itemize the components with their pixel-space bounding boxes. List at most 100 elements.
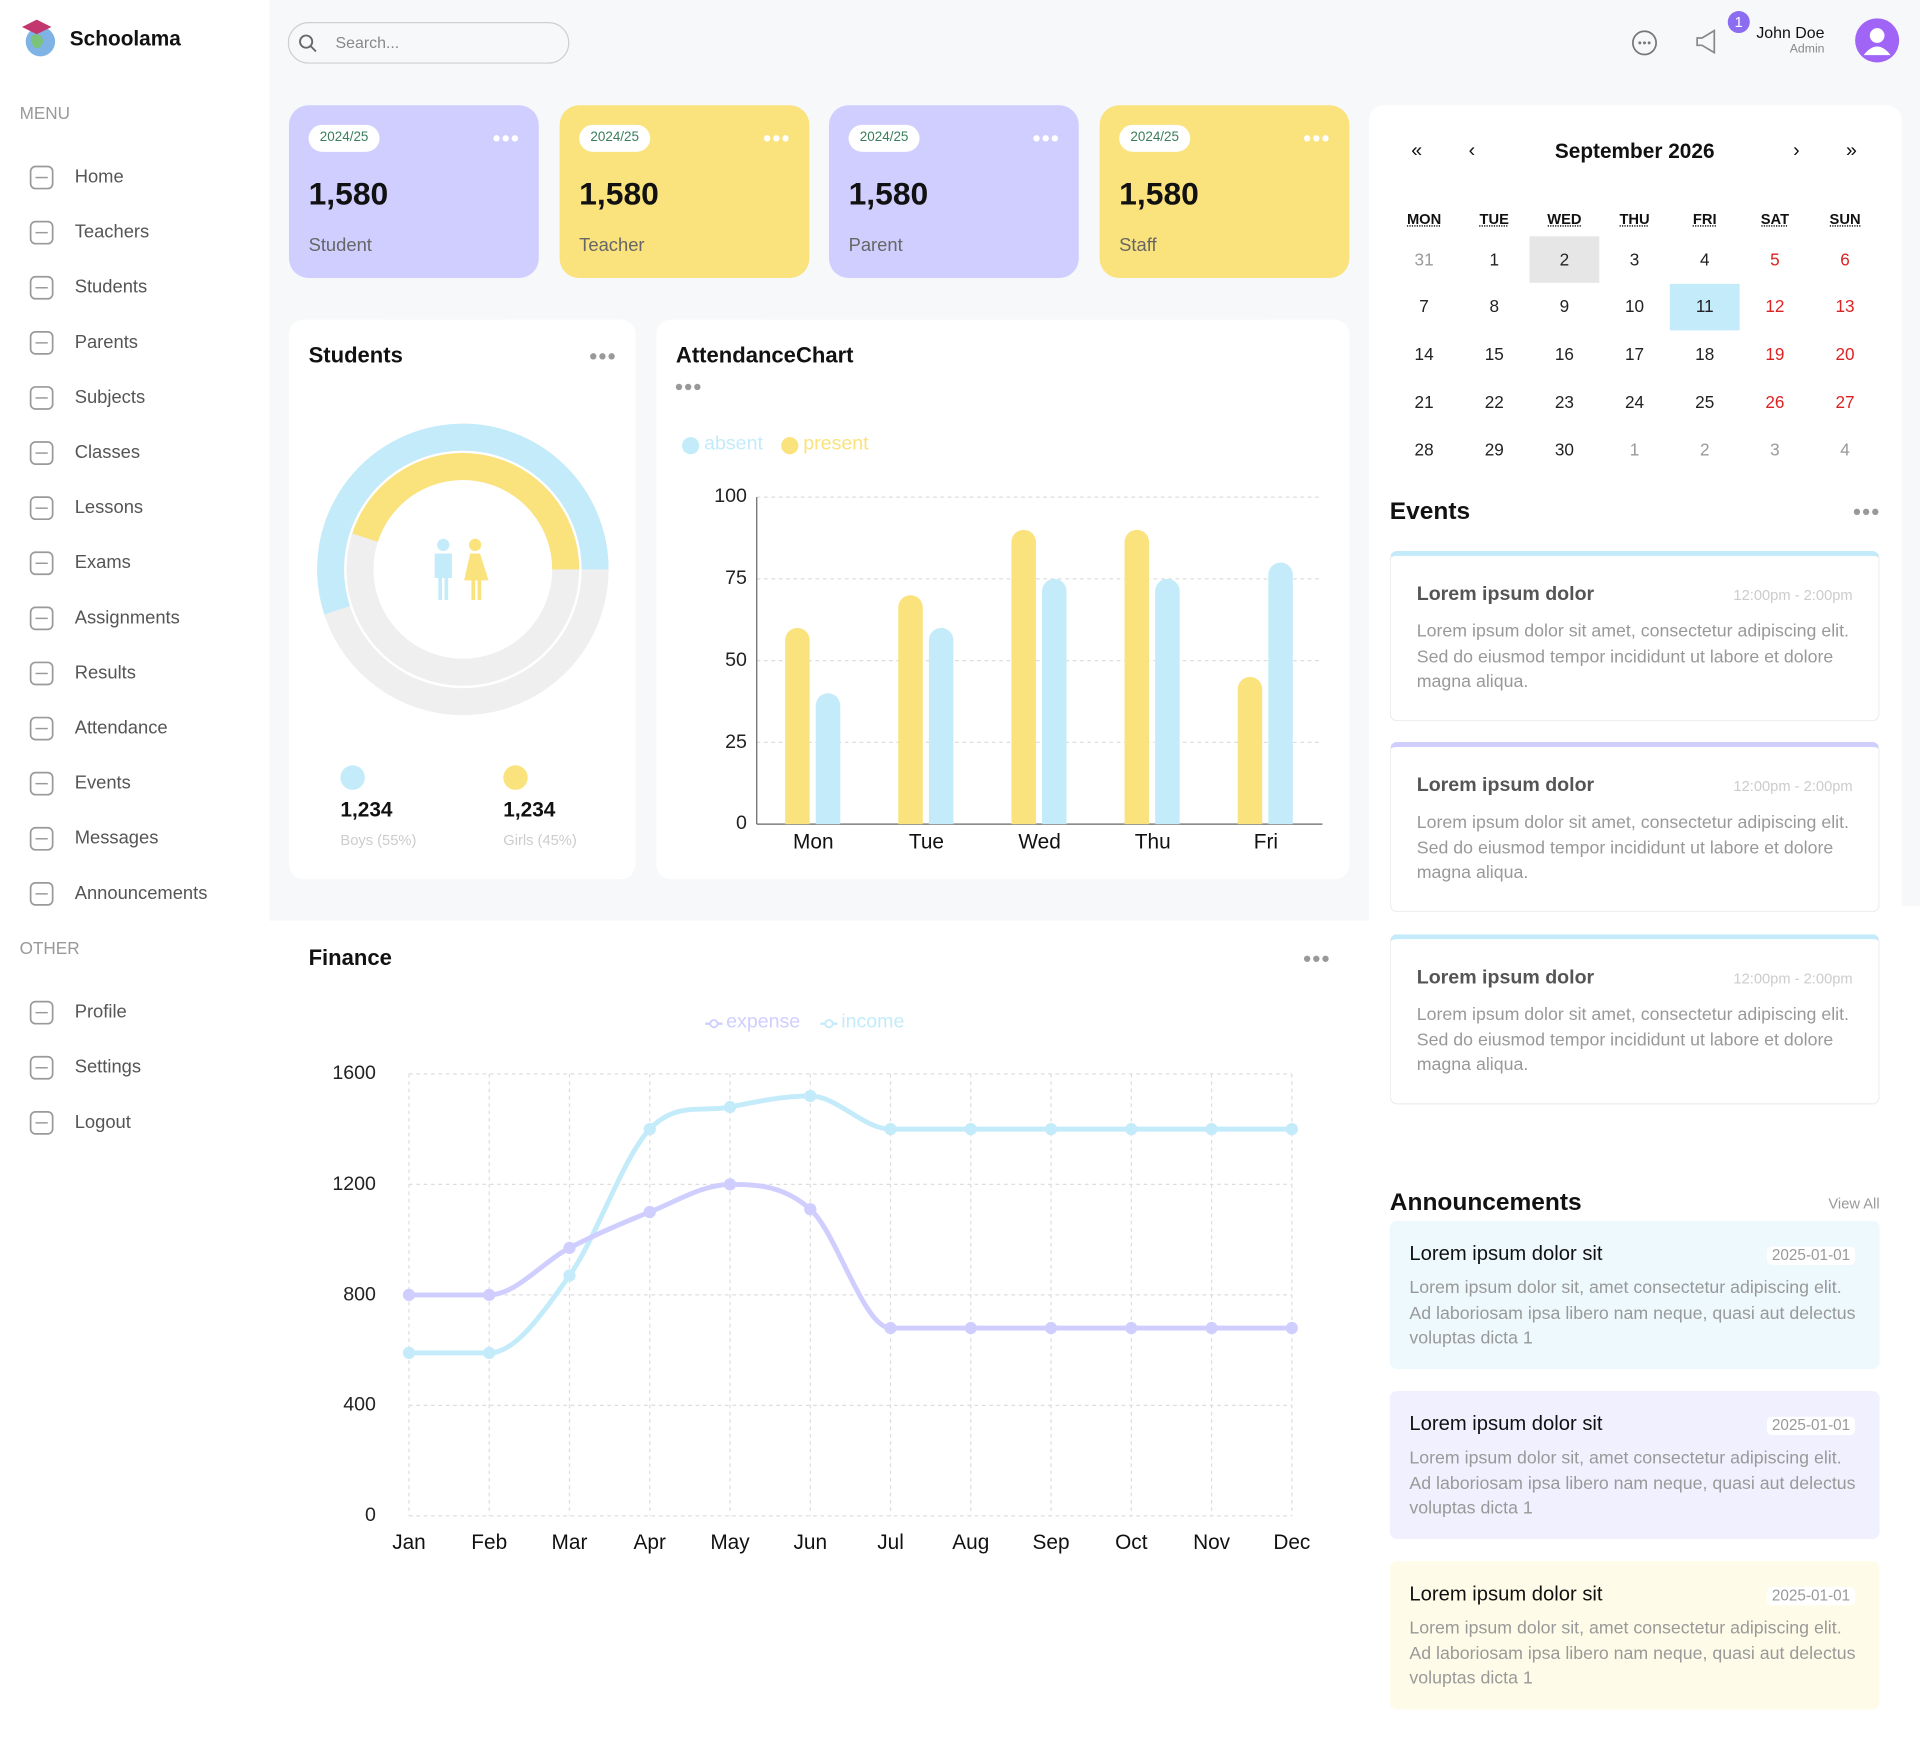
menu-item[interactable]: Logout bbox=[74, 1111, 131, 1133]
x-tick-label: Jul bbox=[877, 1530, 904, 1554]
y-tick-label: 75 bbox=[725, 568, 747, 590]
calendar-day[interactable]: 3 bbox=[1629, 249, 1640, 269]
chart-title: Students bbox=[308, 343, 403, 368]
calendar-day[interactable]: 25 bbox=[1695, 391, 1715, 412]
menu-item[interactable]: Subjects bbox=[74, 386, 146, 408]
menu-icon bbox=[29, 496, 54, 521]
card-year: 2024/25 bbox=[859, 130, 909, 145]
user-name: John Doe bbox=[1756, 23, 1825, 42]
menu-icon bbox=[29, 661, 54, 686]
calendar-nav[interactable]: › bbox=[1793, 141, 1800, 163]
calendar-day[interactable]: 24 bbox=[1625, 391, 1645, 412]
announcement-description: Lorem ipsum dolor sit, amet consectetur … bbox=[1409, 1278, 1856, 1349]
announcement-date: 2025-01-01 bbox=[1766, 1586, 1856, 1605]
calendar-day[interactable]: 4 bbox=[1699, 249, 1710, 269]
menu-item[interactable]: Attendance bbox=[74, 717, 168, 739]
calendar-day[interactable]: 1 bbox=[1629, 439, 1640, 459]
menu-item[interactable]: Parents bbox=[74, 331, 139, 353]
calendar-day[interactable]: 2 bbox=[1699, 439, 1710, 459]
calendar-day[interactable]: 2 bbox=[1559, 249, 1570, 269]
calendar-day[interactable]: 20 bbox=[1835, 344, 1855, 364]
menu-item[interactable]: Assignments bbox=[74, 607, 180, 629]
x-tick-label: Jan bbox=[392, 1530, 426, 1554]
calendar-day[interactable]: 8 bbox=[1489, 296, 1500, 317]
x-tick-label: Fri bbox=[1253, 829, 1279, 854]
calendar-day[interactable]: 13 bbox=[1835, 296, 1855, 317]
card-count: 1,580 bbox=[579, 175, 659, 213]
menu-item[interactable]: Lessons bbox=[74, 497, 144, 518]
calendar-day[interactable]: 7 bbox=[1419, 296, 1429, 317]
menu-item[interactable]: Exams bbox=[74, 552, 131, 574]
menu-icon bbox=[29, 771, 54, 796]
calendar-day[interactable]: 15 bbox=[1484, 344, 1504, 364]
search-box[interactable] bbox=[287, 22, 570, 64]
y-tick-label: 400 bbox=[343, 1394, 376, 1416]
attendance-panel bbox=[656, 319, 1350, 880]
calendar-day[interactable]: 19 bbox=[1765, 344, 1785, 364]
calendar-day[interactable]: 14 bbox=[1414, 344, 1434, 364]
legend-total: 1,234 bbox=[340, 798, 393, 822]
students-panel bbox=[288, 319, 636, 880]
calendar-day[interactable]: 6 bbox=[1840, 249, 1850, 269]
menu-item[interactable]: Teachers bbox=[74, 221, 150, 243]
legend-label: Girls (45%) bbox=[503, 831, 577, 849]
menu-icon bbox=[29, 716, 54, 741]
calendar-nav[interactable]: ‹ bbox=[1468, 141, 1476, 163]
calendar-day[interactable]: 11 bbox=[1695, 296, 1714, 317]
event-title: Lorem ipsum dolor bbox=[1416, 775, 1595, 797]
menu-item[interactable]: Announcements bbox=[74, 882, 208, 904]
calendar-day[interactable]: 22 bbox=[1484, 391, 1504, 412]
year-pill bbox=[848, 124, 920, 152]
menu-item[interactable]: Home bbox=[74, 166, 124, 188]
calendar-day[interactable]: 30 bbox=[1554, 439, 1574, 459]
calendar-day[interactable]: 29 bbox=[1484, 439, 1504, 459]
calendar-day[interactable]: 16 bbox=[1554, 344, 1574, 364]
menu-icon bbox=[29, 275, 54, 300]
x-tick-label: Mon bbox=[793, 829, 834, 854]
event-card bbox=[1389, 742, 1880, 913]
menu-icon bbox=[29, 386, 54, 410]
logo-land bbox=[30, 34, 44, 49]
calendar-day[interactable]: 1 bbox=[1489, 249, 1500, 269]
calendar-day[interactable]: 4 bbox=[1840, 439, 1850, 459]
year-pill bbox=[1119, 124, 1191, 152]
calendar-day[interactable]: 10 bbox=[1625, 296, 1645, 317]
calendar-day[interactable]: 28 bbox=[1414, 439, 1434, 459]
menu-item[interactable]: Classes bbox=[74, 442, 141, 463]
card-year: 2024/25 bbox=[1130, 130, 1180, 145]
menu-item[interactable]: Students bbox=[74, 276, 148, 298]
announcement-card bbox=[1389, 1561, 1880, 1710]
calendar-day[interactable]: 5 bbox=[1770, 249, 1780, 269]
calendar-day[interactable]: 31 bbox=[1414, 249, 1434, 269]
menu-item[interactable]: Settings bbox=[74, 1056, 142, 1078]
calendar-panel bbox=[1368, 105, 1902, 921]
menu-item[interactable]: Results bbox=[74, 662, 136, 684]
x-tick-label: Feb bbox=[471, 1530, 508, 1554]
menu-item[interactable]: Messages bbox=[74, 827, 159, 849]
event-time: 12:00pm - 2:00pm bbox=[1733, 777, 1853, 795]
event-time: 12:00pm - 2:00pm bbox=[1733, 586, 1853, 604]
badge-count: 1 bbox=[1734, 13, 1743, 31]
calendar-day[interactable]: 26 bbox=[1765, 391, 1785, 412]
calendar-nav[interactable]: » bbox=[1845, 141, 1857, 163]
view-all[interactable]: View All bbox=[1828, 1194, 1880, 1212]
x-tick-label: Oct bbox=[1115, 1530, 1148, 1554]
calendar-day[interactable]: 18 bbox=[1695, 344, 1715, 364]
calendar-day[interactable]: 27 bbox=[1835, 391, 1855, 412]
menu-icon bbox=[29, 1055, 54, 1080]
menu-item[interactable]: Profile bbox=[74, 1001, 127, 1023]
calendar-day[interactable]: 12 bbox=[1765, 296, 1785, 317]
calendar-day[interactable]: 17 bbox=[1625, 344, 1645, 364]
search-placeholder[interactable]: Search... bbox=[335, 33, 400, 52]
calendar-day[interactable]: 9 bbox=[1559, 296, 1570, 317]
x-tick-label: May bbox=[710, 1530, 750, 1554]
event-description: Lorem ipsum dolor sit amet, consectetur … bbox=[1416, 813, 1849, 883]
menu-item[interactable]: Events bbox=[74, 772, 131, 794]
calendar-day[interactable]: 21 bbox=[1414, 391, 1434, 412]
menu-label: MENU bbox=[19, 102, 71, 122]
weekday: TUE bbox=[1479, 210, 1509, 228]
calendar-day[interactable]: 3 bbox=[1770, 439, 1780, 459]
calendar-nav[interactable]: « bbox=[1411, 141, 1423, 163]
x-tick-label: Sep bbox=[1032, 1530, 1070, 1554]
calendar-day[interactable]: 23 bbox=[1554, 391, 1574, 412]
